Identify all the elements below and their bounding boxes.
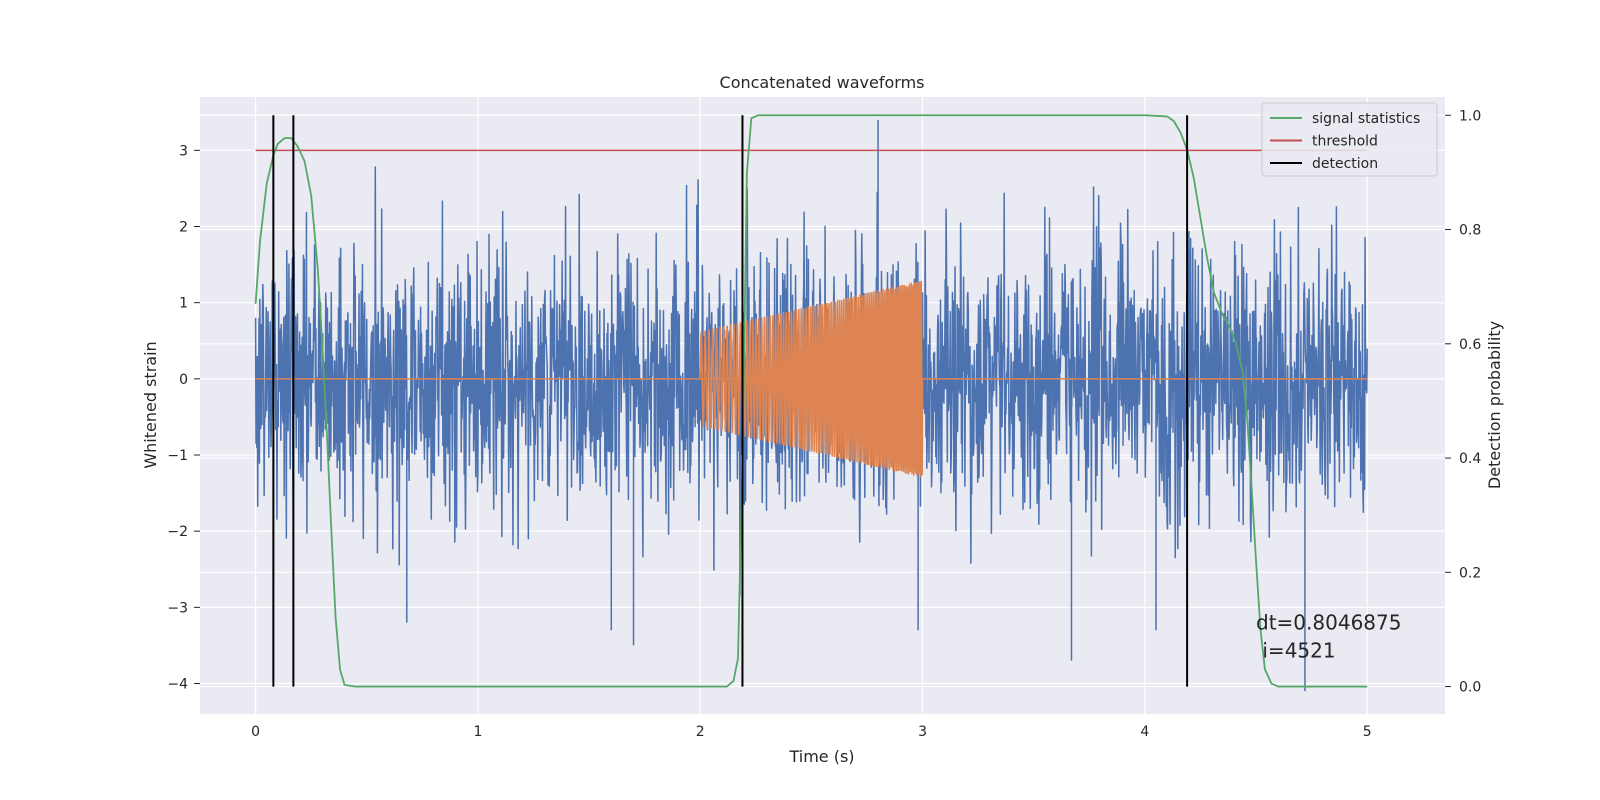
chart-title: Concatenated waveforms — [720, 73, 925, 92]
axes-layer: 0 1 2 3 4 5 −4 −3 −2 −1 0 1 2 3 0.0 0.2 0.4 0.6 0.8 1.0 — [167, 108, 1481, 740]
y-tick-label: −2 — [167, 524, 188, 540]
y-tick-label: 2 — [179, 219, 188, 235]
chart-legend: signal statistics threshold detection — [1261, 102, 1438, 177]
x-tick-label: 4 — [1140, 724, 1149, 740]
y-right-tick-label: 1.0 — [1459, 108, 1481, 124]
x-tick-label: 3 — [918, 724, 927, 740]
y-right-tick-label: 0.8 — [1459, 223, 1481, 239]
y-tick-label: −3 — [167, 600, 188, 616]
y-tick-label: 3 — [179, 143, 188, 159]
x-tick-label: 5 — [1363, 724, 1372, 740]
x-axis-title: Time (s) — [788, 747, 854, 766]
y-axis-title: Whitened strain — [141, 341, 160, 468]
y-axis-right-title: Detection probability — [1485, 321, 1504, 489]
annotation-dt: dt=0.8046875 — [1256, 611, 1401, 635]
legend-label: threshold — [1312, 134, 1378, 150]
y-right-tick-label: 0.6 — [1459, 337, 1481, 353]
series-layer — [254, 114, 1368, 692]
y-right-tick-label: 0.0 — [1459, 680, 1481, 696]
y-tick-label: 0 — [179, 372, 188, 388]
y-right-tick-label: 0.2 — [1459, 565, 1481, 581]
y-right-tick-label: 0.4 — [1459, 451, 1481, 467]
signal-statistics-line — [254, 114, 1368, 688]
x-tick-label: 0 — [251, 724, 260, 740]
y-tick-label: −1 — [167, 448, 188, 464]
y-tick-label: −4 — [167, 677, 188, 693]
x-tick-label: 2 — [696, 724, 705, 740]
y-tick-label: 1 — [179, 296, 188, 312]
injected-waveform-line — [699, 280, 924, 478]
legend-box — [1261, 102, 1438, 177]
legend-label: detection — [1312, 156, 1378, 172]
legend-label: signal statistics — [1312, 111, 1420, 127]
annotation-index: i=4521 — [1256, 639, 1336, 663]
x-tick-label: 1 — [473, 724, 482, 740]
